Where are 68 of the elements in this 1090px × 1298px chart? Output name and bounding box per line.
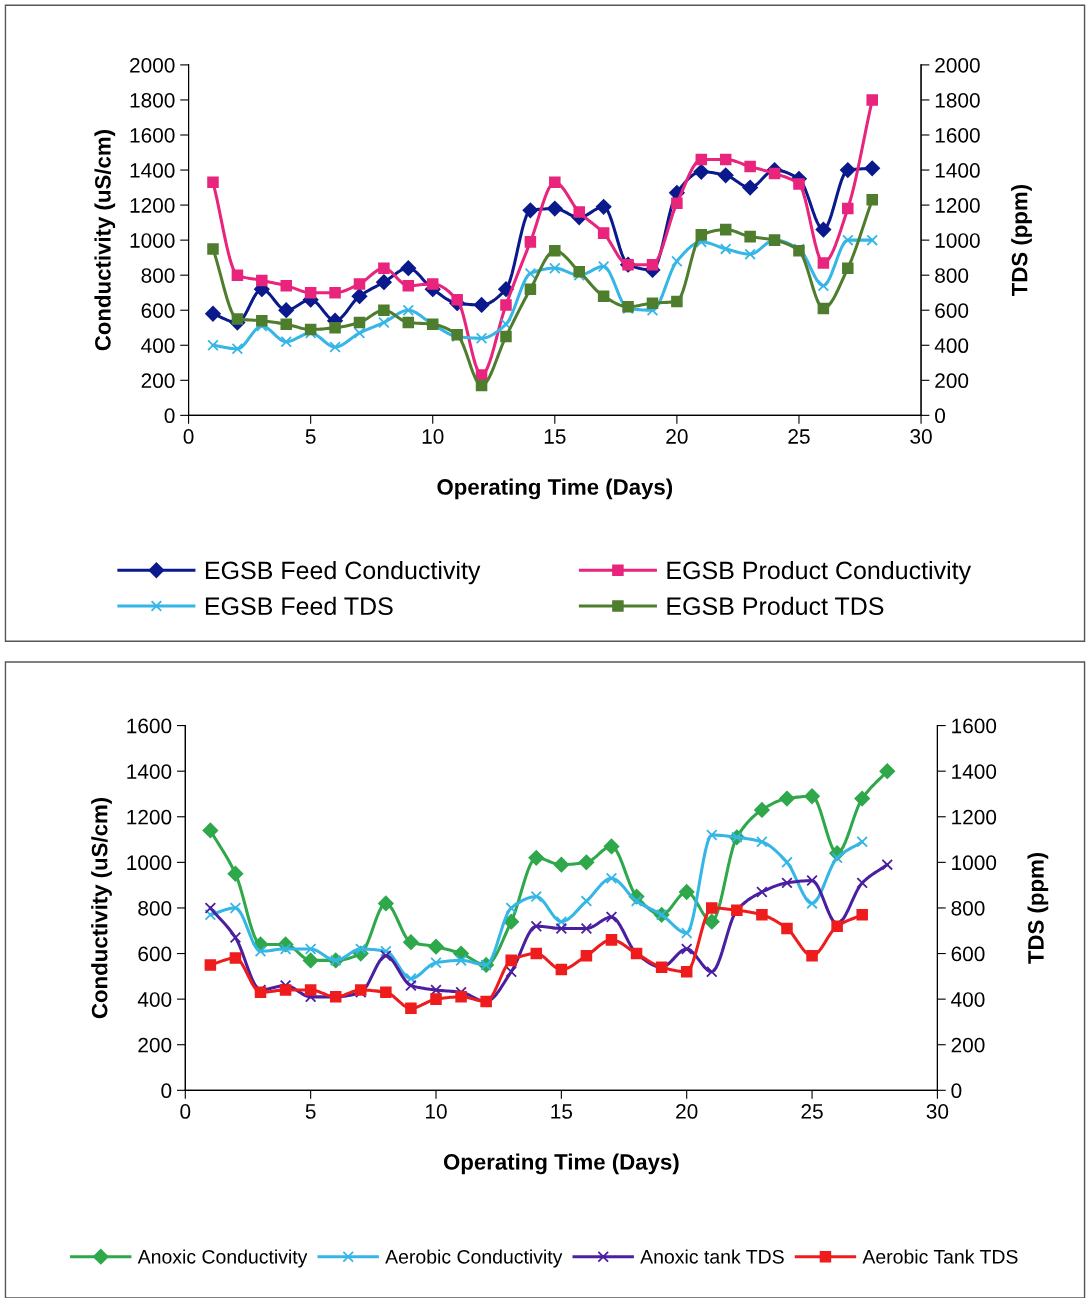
y2-tick-label: 1800	[935, 92, 980, 108]
y2-tick-label: 1000	[952, 855, 997, 871]
y-tick-label: 400	[137, 992, 172, 1007]
y2-tick-label: 1400	[952, 764, 997, 779]
x-tick-label: 10	[422, 429, 444, 444]
y-tick-label: 800	[141, 268, 175, 283]
y-tick-label: 0	[164, 408, 175, 424]
y2-tick-label: 200	[951, 1037, 985, 1053]
y-tick-label: 1000	[130, 233, 175, 248]
y2-tick-label: 800	[935, 268, 969, 283]
x-tick-label: 15	[551, 1104, 573, 1119]
x-tick-label: 5	[305, 1104, 316, 1119]
y-tick-label: 1200	[127, 809, 172, 825]
y2-tick-label: 1600	[952, 718, 997, 734]
x-tick-label: 0	[180, 1104, 191, 1119]
y-axis-title: Conductivity (uS/cm)	[94, 130, 116, 351]
y2-tick-label: 800	[951, 900, 985, 916]
x-tick-label: 10	[426, 1104, 447, 1119]
x-tick-label: 15	[544, 429, 566, 444]
x-tick-label: 5	[305, 429, 316, 444]
y-tick-label: 200	[138, 1037, 172, 1053]
y-tick-label: 1600	[127, 718, 172, 734]
y2-tick-label: 0	[951, 1083, 962, 1099]
y-tick-label: 400	[141, 338, 175, 354]
y-tick-label: 600	[141, 303, 175, 318]
x-tick-label: 30	[910, 429, 932, 444]
y2-tick-label: 600	[951, 946, 985, 962]
y-tick-label: 800	[138, 900, 172, 916]
y-tick-label: 1000	[127, 855, 172, 871]
y-tick-label: 1600	[130, 127, 175, 143]
y2-tick-label: 2000	[935, 57, 980, 73]
y2-tick-label: 600	[935, 303, 969, 318]
y-tick-label: 1400	[127, 764, 172, 779]
legend-label: EGSB Product TDS	[667, 596, 884, 616]
legend-label: Anoxic Conductivity	[137, 1249, 308, 1268]
legend-label: EGSB Feed Conductivity	[205, 560, 481, 585]
y2-tick-label: 1600	[935, 127, 980, 143]
legend-label: EGSB Product Conductivity	[667, 560, 972, 585]
y2-tick-label: 0	[935, 408, 946, 424]
x-axis-title: Operating Time (Days)	[437, 478, 673, 500]
x-tick-label: 30	[926, 1104, 949, 1119]
y2-tick-label: 400	[951, 992, 985, 1007]
y2-tick-label: 1400	[935, 163, 980, 178]
y-tick-label: 1400	[130, 163, 175, 178]
y-tick-label: 200	[141, 373, 175, 389]
y2-axis-title: TDS (ppm)	[1027, 852, 1049, 964]
legend-label: EGSB Feed TDS	[205, 596, 393, 616]
legend-label: Anoxic tank TDS	[640, 1249, 784, 1264]
x-tick-label: 0	[183, 429, 194, 444]
y2-tick-label: 1000	[935, 233, 980, 248]
y2-tick-label: 200	[935, 373, 969, 389]
x-tick-label: 25	[788, 429, 810, 444]
x-tick-label: 20	[676, 1104, 698, 1119]
y2-tick-label: 1200	[935, 198, 980, 213]
y2-axis-title: TDS (ppm)	[1011, 185, 1032, 297]
legend-label: Aerobic Conductivity	[385, 1249, 563, 1268]
y-axis-title: Conductivity (uS/cm)	[91, 797, 112, 1019]
y-tick-label: 0	[161, 1083, 172, 1099]
y-tick-label: 2000	[130, 57, 175, 73]
legend-label: Aerobic Tank TDS	[862, 1249, 1018, 1264]
y-tick-label: 1200	[130, 198, 175, 213]
y2-tick-label: 1200	[952, 809, 997, 825]
y-tick-label: 600	[138, 946, 172, 962]
x-tick-label: 20	[666, 429, 688, 444]
x-tick-label: 25	[801, 1104, 823, 1119]
y2-tick-label: 400	[934, 338, 969, 354]
x-axis-title: Operating Time (Days)	[443, 1153, 679, 1175]
y-tick-label: 1800	[130, 92, 175, 108]
